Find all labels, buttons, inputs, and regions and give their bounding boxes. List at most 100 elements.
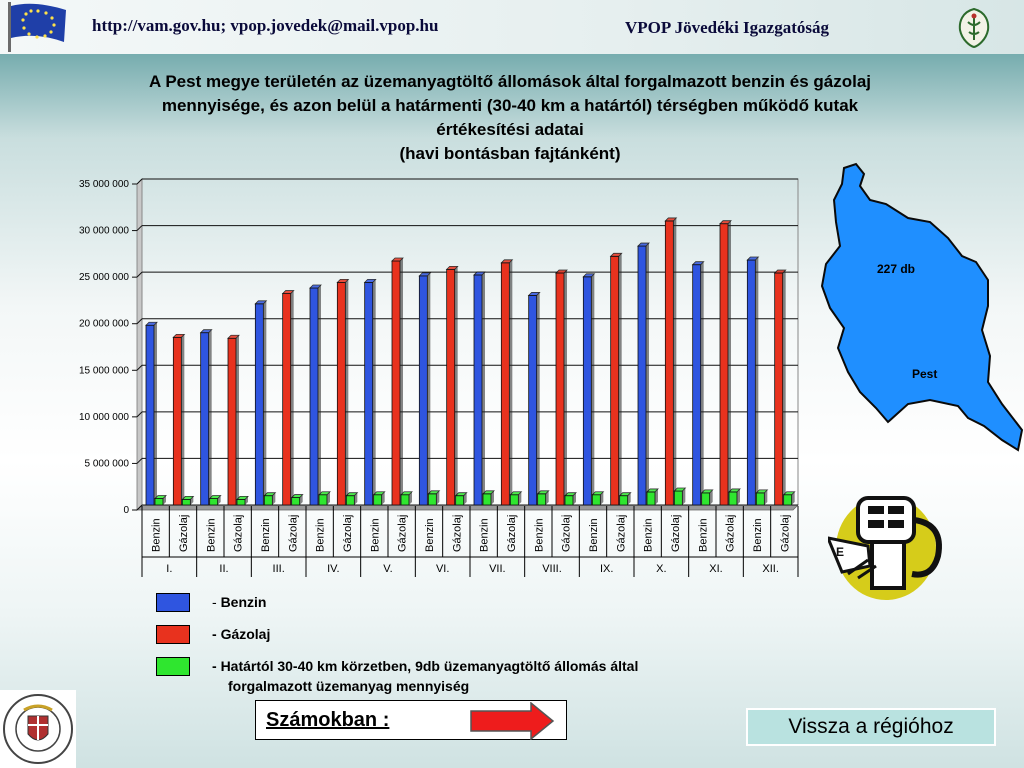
pest-county-map[interactable]: [812, 160, 1024, 454]
bar-gazolaj-19: [664, 217, 678, 506]
x-category-label: Benzin: [205, 518, 217, 552]
x-category-label: Benzin: [533, 518, 545, 552]
bar-benzin-14: [527, 292, 541, 506]
y-tick-label: 10 000 000: [79, 412, 129, 423]
x-category-label: Gázolaj: [287, 515, 299, 552]
x-category-label: Gázolaj: [779, 515, 791, 552]
x-category-label: Gázolaj: [397, 515, 409, 552]
map-count-label: 227 db: [877, 262, 916, 276]
month-label: IX.: [600, 563, 613, 575]
bar-hatar-9: [400, 491, 413, 506]
month-label: VII.: [489, 563, 506, 575]
bar-hatar-0: [154, 495, 167, 506]
svg-text:E: E: [836, 545, 844, 559]
month-label: III.: [273, 563, 285, 575]
bar-hatar-18: [646, 488, 659, 506]
header-contact[interactable]: http://vam.gov.hu; vpop.jovedek@mail.vpo…: [92, 16, 439, 35]
gridline-depth: [136, 364, 143, 371]
pest-county-shape[interactable]: [820, 162, 1024, 452]
bar-hatar-17: [618, 492, 632, 506]
bar-hatar-6: [318, 491, 331, 506]
chart-title-line-4: (havi bontásban fajtánként): [399, 144, 621, 163]
bar-gazolaj-7: [336, 278, 350, 506]
x-category-label: Benzin: [151, 518, 163, 552]
gridline-depth: [136, 411, 143, 418]
chart-title-line-1: A Pest megye területén az üzemanyagtöltő…: [148, 72, 872, 91]
bar-hatar-11: [454, 492, 468, 506]
x-category-label: Benzin: [260, 518, 272, 552]
chart-title: A Pest megye területén az üzemanyagtöltő…: [70, 70, 950, 166]
gridline-depth: [136, 271, 143, 278]
month-label: I.: [166, 563, 172, 575]
bar-hatar-22: [755, 489, 769, 506]
bar-hatar-19: [673, 487, 687, 506]
x-category-label: Gázolaj: [178, 515, 190, 552]
bar-hatar-14: [536, 490, 550, 506]
y-tick-label: 35 000 000: [79, 179, 129, 190]
bar-hatar-21: [728, 488, 741, 506]
x-category-label: Benzin: [588, 518, 600, 552]
gridline-depth: [136, 504, 143, 511]
legend-label-gazolaj: - Gázolaj: [212, 626, 270, 642]
legend-label-hatar-line-2: forgalmazott üzemanyag mennyiség: [228, 678, 470, 694]
bar-benzin-8: [363, 278, 377, 506]
month-label: VI.: [436, 563, 449, 575]
bar-gazolaj-11: [445, 265, 459, 506]
legend-prefix-gazolaj: -: [212, 626, 221, 642]
chart-title-line-2: mennyisége, és azon belül a határmenti (…: [161, 96, 859, 115]
x-category-label: Gázolaj: [670, 515, 682, 552]
bar-gazolaj-15: [555, 269, 568, 506]
x-category-label: Benzin: [697, 518, 709, 552]
x-category-label: Benzin: [752, 518, 764, 552]
y-tick-label: 30 000 000: [79, 226, 129, 237]
y-tick-label: 5 000 000: [85, 458, 130, 469]
month-label: VIII.: [542, 563, 562, 575]
bar-benzin-16: [582, 273, 596, 506]
month-label: X.: [656, 563, 666, 575]
x-category-label: Benzin: [315, 518, 327, 552]
szamokban-panel[interactable]: Számokban :: [255, 700, 567, 740]
bar-hatar-2: [208, 495, 222, 506]
bar-benzin-6: [309, 284, 322, 506]
month-label: XI.: [709, 563, 722, 575]
bar-hatar-3: [236, 496, 249, 506]
legend-text-gazolaj: Gázolaj: [220, 626, 271, 642]
x-category-label: Gázolaj: [615, 515, 627, 552]
bar-hatar-1: [181, 496, 195, 506]
bar-hatar-5: [290, 494, 304, 506]
plot-floor: [136, 504, 799, 511]
y-tick-label: 25 000 000: [79, 272, 129, 283]
bar-hatar-16: [591, 491, 605, 506]
legend-prefix-hatar: -: [212, 658, 221, 674]
gridline-depth: [136, 458, 143, 464]
legend-swatch-gazolaj: [156, 625, 190, 644]
legend-prefix-benzin: -: [212, 594, 221, 610]
x-category-label: Gázolaj: [506, 515, 518, 552]
gridline-depth: [136, 318, 143, 325]
bar-hatar-8: [372, 491, 386, 506]
bar-benzin-12: [473, 271, 486, 506]
vissza-button[interactable]: Vissza a régióhoz: [746, 708, 996, 746]
gridline-depth: [136, 225, 143, 231]
x-category-label: Benzin: [643, 518, 655, 552]
y-tick-label: 0: [123, 505, 129, 516]
bar-hatar-23: [782, 491, 796, 506]
szamokban-button[interactable]: Számokban :: [266, 709, 390, 731]
bar-gazolaj-1: [172, 333, 186, 506]
header-bar: http://vam.gov.hu; vpop.jovedek@mail.vpo…: [0, 0, 1024, 54]
y-tick-label: 20 000 000: [79, 319, 129, 330]
map-region-label: Pest: [912, 367, 938, 381]
bar-gazolaj-23: [773, 269, 787, 506]
x-category-label: Gázolaj: [342, 515, 354, 552]
legend-label-hatar: - Határtól 30-40 km körzetben, 9db üzema…: [212, 658, 638, 674]
vpop-emblem-icon: [958, 8, 990, 48]
bar-gazolaj-3: [227, 334, 240, 506]
bar-chart: 0 5 000 000 10 000 000 15 000 000 20 000 000…: [79, 178, 799, 577]
bar-hatar-10: [427, 490, 441, 506]
bar-gazolaj-9: [391, 257, 404, 506]
arrow-right-icon[interactable]: [469, 702, 555, 740]
x-category-label: Benzin: [479, 518, 491, 552]
month-label: V.: [383, 563, 392, 575]
bar-benzin-18: [637, 242, 650, 506]
chart-title-line-3: értékesítési adatai: [436, 120, 584, 139]
